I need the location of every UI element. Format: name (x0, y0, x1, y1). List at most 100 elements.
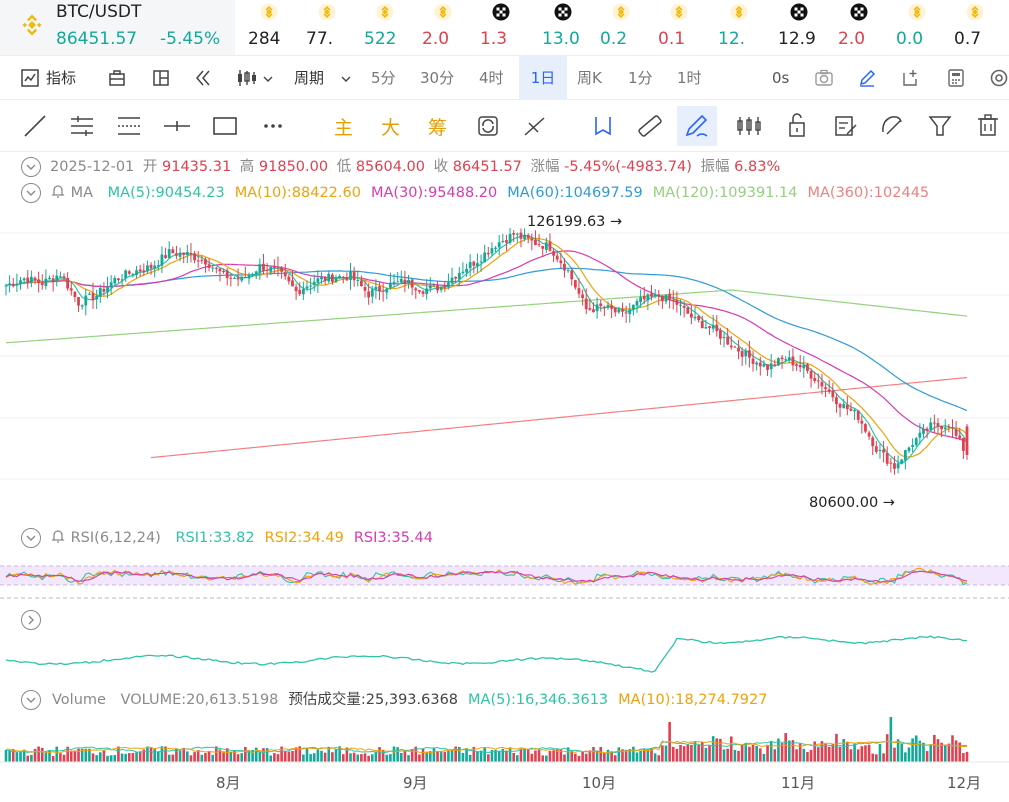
settings-icon[interactable] (989, 68, 1009, 88)
candle-body (330, 274, 334, 282)
ruler-tool[interactable] (630, 106, 670, 146)
high-annotation: 126199.63 → (527, 210, 622, 234)
measure-tool[interactable] (515, 106, 555, 146)
high-label: 高 (239, 159, 255, 175)
candle-body (349, 271, 352, 280)
volume-bar (650, 748, 653, 762)
interval-1w[interactable]: 周K (577, 69, 602, 87)
bar-pattern-tool[interactable] (729, 106, 769, 146)
channel-icon (118, 117, 140, 135)
ma-collapse-toggle[interactable] (21, 183, 41, 203)
volume-bar (965, 751, 969, 762)
ticker-item[interactable]: 522 (360, 0, 412, 55)
interval-5m[interactable]: 5分 (371, 69, 396, 87)
interval-1d[interactable]: 1日 (519, 56, 567, 100)
candle-body (439, 286, 443, 291)
ticker-item[interactable]: 0.0 (892, 0, 944, 55)
collapse-toggle[interactable] (21, 157, 41, 177)
candle-body (479, 261, 483, 263)
okx-icon (790, 3, 808, 21)
candle-body (109, 282, 113, 288)
ticker-item[interactable]: 12. (714, 0, 766, 55)
camera-icon[interactable] (814, 69, 834, 87)
candle-body (254, 271, 258, 274)
volume-bar (864, 745, 867, 762)
candle-body (708, 326, 711, 329)
interval-4h[interactable]: 4时 (479, 69, 504, 87)
rsi-collapse-toggle[interactable] (21, 528, 41, 548)
chevron-down-icon[interactable] (263, 75, 273, 83)
candle-body (149, 264, 153, 269)
expand-toggle[interactable] (21, 610, 41, 630)
horizontal-ray-tool[interactable] (62, 106, 102, 146)
ticker-item[interactable]: 12.9 (774, 0, 826, 55)
active-symbol[interactable]: BTC/USDT 86451.57 -5.45% (0, 0, 235, 55)
volume-collapse-toggle[interactable] (21, 690, 41, 710)
rewind-icon[interactable] (194, 69, 212, 87)
trend-line-tool[interactable] (15, 106, 55, 146)
indicators-button[interactable]: 指标 (46, 69, 77, 87)
channel-tool[interactable] (109, 106, 149, 146)
interval-1min[interactable]: 1分 (628, 69, 653, 87)
ticker-item[interactable]: 1.3 (476, 0, 528, 55)
candle-type-icon[interactable] (236, 68, 258, 88)
ticker-item[interactable]: 77. (302, 0, 354, 55)
interval-1h[interactable]: 1时 (677, 69, 702, 87)
ticker-item[interactable]: 13.0 (538, 0, 590, 55)
candle-body (889, 462, 893, 464)
ticker-item[interactable]: 284 (244, 0, 296, 55)
volume-bar (613, 755, 617, 762)
ticker-item[interactable]: 2.0 (834, 0, 886, 55)
rectangle-tool[interactable] (205, 106, 245, 146)
magnet-tool[interactable] (583, 106, 623, 146)
rsi-label[interactable]: RSI(6,12,24) (70, 530, 161, 546)
sync-tool[interactable] (468, 106, 508, 146)
indicator-icon[interactable] (21, 69, 39, 87)
candle-body (584, 298, 588, 310)
candlestick-chart[interactable] (0, 152, 1009, 802)
volume-bar (244, 746, 247, 762)
volume-bar (193, 752, 196, 762)
period-chevron-icon[interactable] (341, 75, 351, 83)
volume-label[interactable]: Volume (52, 692, 106, 708)
ticker-item[interactable]: 0.1 (654, 0, 706, 55)
ticker-item[interactable]: 0.7 (950, 0, 1002, 55)
bell-icon[interactable] (50, 183, 66, 199)
candle-body (744, 350, 748, 357)
main-force-button[interactable]: 主 (334, 117, 354, 139)
brush-tool[interactable] (677, 106, 717, 146)
ticker-item[interactable]: 2.0 (418, 0, 470, 55)
period-dropdown[interactable]: 周期 (294, 69, 325, 87)
candle-body (218, 268, 222, 272)
candle-body (222, 270, 225, 272)
volume-bar (762, 753, 766, 762)
volume-bar (363, 753, 367, 762)
briefcase-icon[interactable] (108, 69, 126, 87)
pen-icon[interactable] (858, 69, 876, 87)
delete-tool[interactable] (968, 106, 1008, 146)
candle-body (106, 286, 109, 293)
bell-icon[interactable] (50, 528, 66, 544)
add-window-icon[interactable] (900, 69, 920, 87)
candle-body (639, 297, 643, 302)
filter-tool[interactable] (920, 106, 960, 146)
volume-bar (929, 745, 933, 762)
more-tools-button[interactable] (253, 106, 293, 146)
hide-drawings-tool[interactable] (872, 106, 912, 146)
candle-body (544, 242, 548, 250)
note-tool[interactable] (825, 106, 865, 146)
candle-body (211, 267, 215, 269)
x-axis-label: 9月 (403, 774, 428, 792)
ticker-item[interactable]: 0.2 (596, 0, 648, 55)
chips-button[interactable]: 筹 (428, 117, 448, 139)
candle-body (73, 291, 77, 297)
candle-body (120, 279, 124, 281)
ma-label[interactable]: MA (70, 185, 94, 201)
lock-tool[interactable] (777, 106, 817, 146)
volume-bar (758, 748, 762, 762)
layout-icon[interactable] (152, 69, 170, 87)
horizontal-line-tool[interactable] (157, 106, 197, 146)
calculator-icon[interactable] (946, 68, 966, 88)
large-order-button[interactable]: 大 (381, 117, 401, 139)
interval-30m[interactable]: 30分 (420, 69, 455, 87)
